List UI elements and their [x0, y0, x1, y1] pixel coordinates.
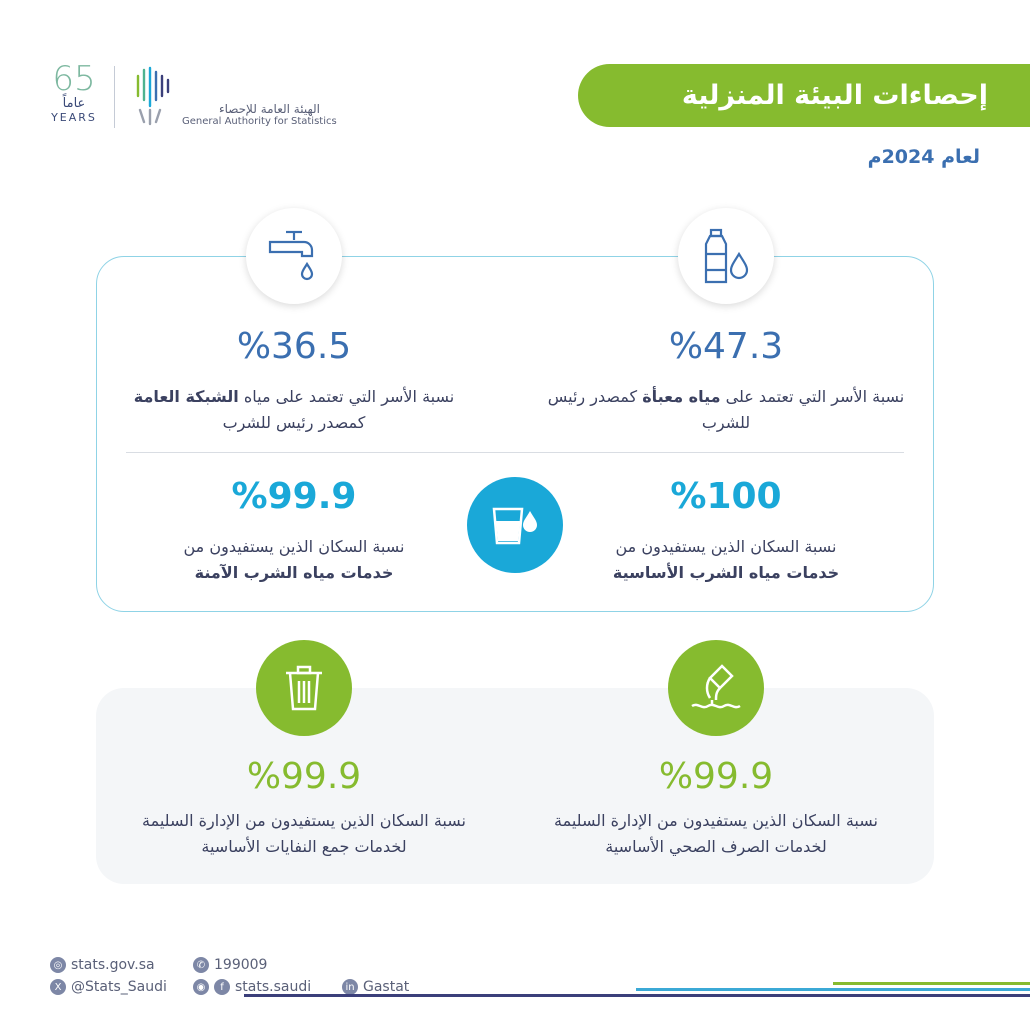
stat-value-sanitation: %99.9 [658, 756, 774, 797]
sanitation-stats-panel [96, 688, 934, 884]
stat-value-basic-drinking-water: %100 [670, 476, 782, 517]
logo-65-years: 65 عاماً YEARS [51, 59, 97, 124]
water-tap-icon [246, 208, 342, 304]
logo-divider [114, 66, 115, 128]
gastat-logo-mark [130, 66, 174, 126]
page-subtitle: لعام 2024م [867, 146, 980, 168]
x-icon: X [50, 979, 66, 995]
footer-website[interactable]: ◎ stats.gov.sa [50, 957, 155, 973]
footer-x[interactable]: X @Stats_Saudi [50, 979, 167, 995]
stat-value-safe-drinking-water: %99.9 [231, 476, 357, 517]
linkedin-icon: in [342, 979, 358, 995]
stat-desc-bottled-water: نسبة الأسر التي تعتمد على مياه معبأة كمص… [547, 387, 905, 432]
globe-icon: ◎ [50, 957, 66, 973]
footer-phone[interactable]: ✆ 199009 [193, 957, 267, 973]
stat-value-waste-collection: %99.9 [246, 756, 362, 797]
authority-name: الهيئة العامة للإحصاء General Authority … [182, 102, 337, 127]
decor-line-cyan [636, 988, 1030, 991]
water-glass-icon [467, 477, 563, 573]
divider [126, 452, 904, 453]
stat-desc-safe-drinking-water: نسبة السكان الذين يستفيدون من خدمات مياه… [183, 537, 405, 582]
trash-bin-icon [256, 640, 352, 736]
stat-desc-public-network: نسبة الأسر التي تعتمد على مياه الشبكة ال… [133, 387, 455, 432]
water-bottle-icon [678, 208, 774, 304]
footer-linkedin[interactable]: in Gastat [342, 979, 409, 995]
stat-desc-sanitation: نسبة السكان الذين يستفيدون من الإدارة ال… [554, 811, 878, 856]
facebook-icon: f [214, 979, 230, 995]
decor-line-green [833, 982, 1030, 985]
footer-social[interactable]: ◉ f stats.saudi [193, 979, 311, 995]
stat-value-bottled-water: %47.3 [668, 326, 784, 367]
decor-line-navy [244, 994, 1030, 997]
stat-desc-waste-collection: نسبة السكان الذين يستفيدون من الإدارة ال… [142, 811, 466, 856]
water-stats-panel [96, 256, 934, 612]
stat-value-public-network: %36.5 [236, 326, 352, 367]
stat-desc-basic-drinking-water: نسبة السكان الذين يستفيدون من خدمات مياه… [612, 537, 840, 582]
sewage-pipe-icon [668, 640, 764, 736]
instagram-icon: ◉ [193, 979, 209, 995]
page-title: إحصاءات البيئة المنزلية [578, 64, 1030, 127]
phone-icon: ✆ [193, 957, 209, 973]
